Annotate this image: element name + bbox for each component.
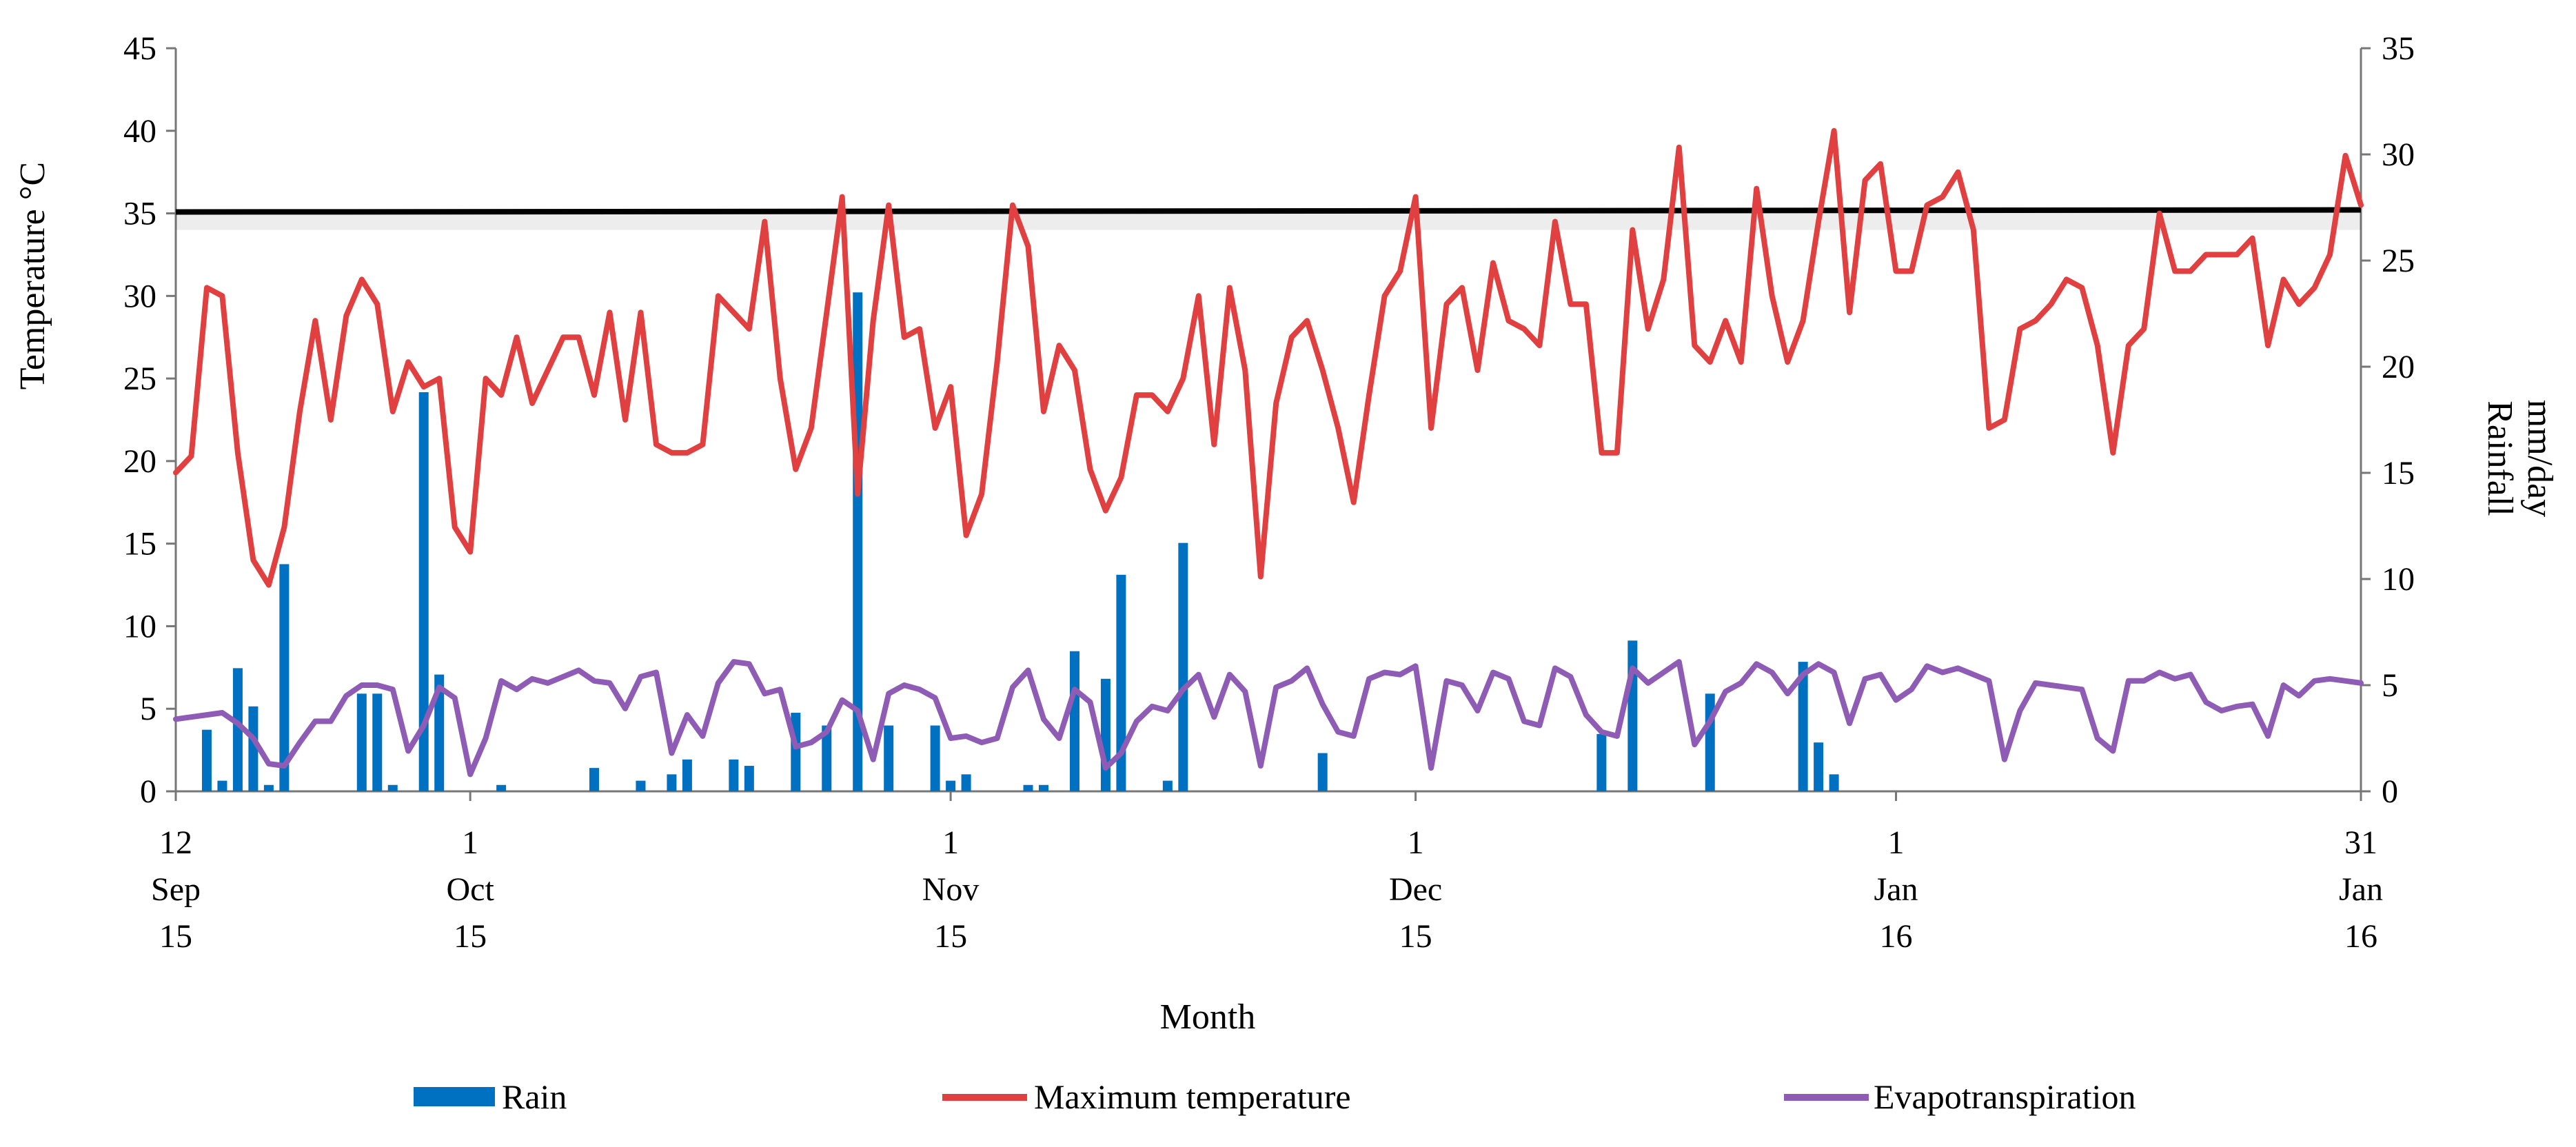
x-tick-label: 15	[159, 918, 192, 955]
right-tick-label: 25	[2382, 243, 2415, 279]
legend-label-rain: Rain	[502, 1077, 567, 1116]
maximum-temperature-line	[173, 128, 2364, 588]
rain-bar	[744, 766, 754, 791]
rain-bar	[1039, 784, 1049, 791]
rain-bar	[1162, 780, 1173, 791]
rain-bar	[589, 768, 600, 791]
rain-bar	[1023, 784, 1033, 791]
rain-bar	[496, 784, 507, 791]
left-y-axis-title: Temperature °C	[13, 162, 52, 389]
rain-bar	[1116, 574, 1126, 791]
x-tick-label: 16	[1880, 918, 1913, 955]
x-tick-label: Dec	[1389, 871, 1442, 908]
rain-bar	[1814, 742, 1824, 791]
rain-bar	[263, 784, 274, 791]
right-tick-label: 20	[2382, 349, 2415, 385]
x-tick-label: 1	[462, 824, 478, 861]
left-tick-label: 35	[123, 196, 156, 232]
rain-bar	[248, 706, 258, 791]
left-tick-label: 25	[123, 361, 156, 397]
rain-bar	[1627, 640, 1638, 791]
left-tick-label: 30	[123, 278, 156, 314]
rain-bar	[946, 780, 956, 791]
line-layer	[173, 128, 2364, 778]
rain-bar	[201, 729, 212, 791]
left-tick-label: 20	[123, 443, 156, 480]
x-tick-label: 15	[1399, 918, 1432, 955]
x-ticks: 12 Sep 15 1 Oct 15 1 Nov 15 1 Dec 15 1 Jan 16 31 Jan 16	[151, 791, 2383, 955]
rain-bar	[372, 693, 383, 791]
x-tick-label: 1	[942, 824, 959, 861]
left-tick-label: 40	[123, 113, 156, 150]
rain-bar	[930, 725, 940, 791]
right-tick-label: 35	[2382, 30, 2415, 67]
x-tick-label: Sep	[151, 871, 201, 908]
threshold-shadow	[176, 212, 2361, 230]
x-tick-label: 12	[159, 824, 192, 861]
legend-swatch-rain	[414, 1087, 495, 1106]
x-tick-label: 31	[2344, 824, 2377, 861]
evapotranspiration-line	[173, 659, 2364, 778]
x-tick-label: Oct	[447, 871, 495, 908]
rain-bar	[1596, 733, 1607, 791]
right-tick-label: 30	[2382, 136, 2415, 173]
rain-bar	[636, 780, 646, 791]
right-y-axis-title-line2: mm/day	[2520, 400, 2559, 517]
rain-bar	[356, 693, 367, 791]
rain-bar	[1069, 651, 1079, 791]
rain-bar	[822, 725, 832, 791]
rain-bar	[1100, 678, 1110, 791]
rain-bar	[1798, 662, 1808, 791]
threshold-line	[175, 207, 2362, 215]
right-tick-label: 5	[2382, 667, 2398, 704]
x-tick-label: 15	[454, 918, 487, 955]
legend-label-max-temperature: Maximum temperature	[1034, 1077, 1351, 1116]
left-tick-label: 15	[123, 526, 156, 562]
right-tick-label: 10	[2382, 561, 2415, 598]
x-tick-label: 16	[2344, 918, 2377, 955]
rain-bar	[682, 759, 692, 791]
rain-bar	[387, 784, 398, 791]
right-tick-label: 0	[2382, 773, 2398, 810]
rain-bar	[884, 725, 894, 791]
right-y-axis-title-line1: Rainfall	[2480, 400, 2519, 516]
rain-bar	[1178, 542, 1188, 791]
rain-bar	[434, 674, 445, 791]
rain-bar	[1317, 753, 1328, 791]
legend-label-evapotranspiration: Evapotranspiration	[1874, 1077, 2136, 1116]
rain-series	[201, 292, 1839, 791]
rain-bar	[279, 564, 290, 791]
x-tick-label: 15	[934, 918, 967, 955]
left-tick-label: 45	[123, 30, 156, 67]
right-y-ticks: 0 5 10 15 20 25 30 35	[2361, 30, 2415, 810]
rain-bar	[667, 774, 677, 791]
left-tick-label: 10	[123, 608, 156, 644]
threshold-layer	[175, 207, 2362, 230]
rain-bar	[729, 759, 739, 791]
x-tick-label: 1	[1408, 824, 1424, 861]
x-axis-title: Month	[1160, 997, 1256, 1037]
rain-bar	[418, 392, 429, 791]
x-tick-label: 1	[1888, 824, 1905, 861]
rain-bar	[232, 668, 243, 791]
left-tick-label: 0	[140, 773, 156, 810]
right-tick-label: 15	[2382, 455, 2415, 491]
rain-bar	[1829, 774, 1839, 791]
legend: Rain Maximum temperature Evapotranspirat…	[414, 1077, 2136, 1116]
rain-bar	[217, 780, 227, 791]
left-y-ticks: 0 5 10 15 20 25 30 35 40 45	[123, 30, 176, 810]
x-tick-label: Jan	[2339, 871, 2383, 908]
rain-bar	[1705, 693, 1715, 791]
left-tick-label: 5	[140, 691, 156, 727]
x-tick-label: Jan	[1874, 871, 1918, 908]
x-tick-label: Nov	[922, 871, 980, 908]
rain-bar	[961, 774, 971, 791]
